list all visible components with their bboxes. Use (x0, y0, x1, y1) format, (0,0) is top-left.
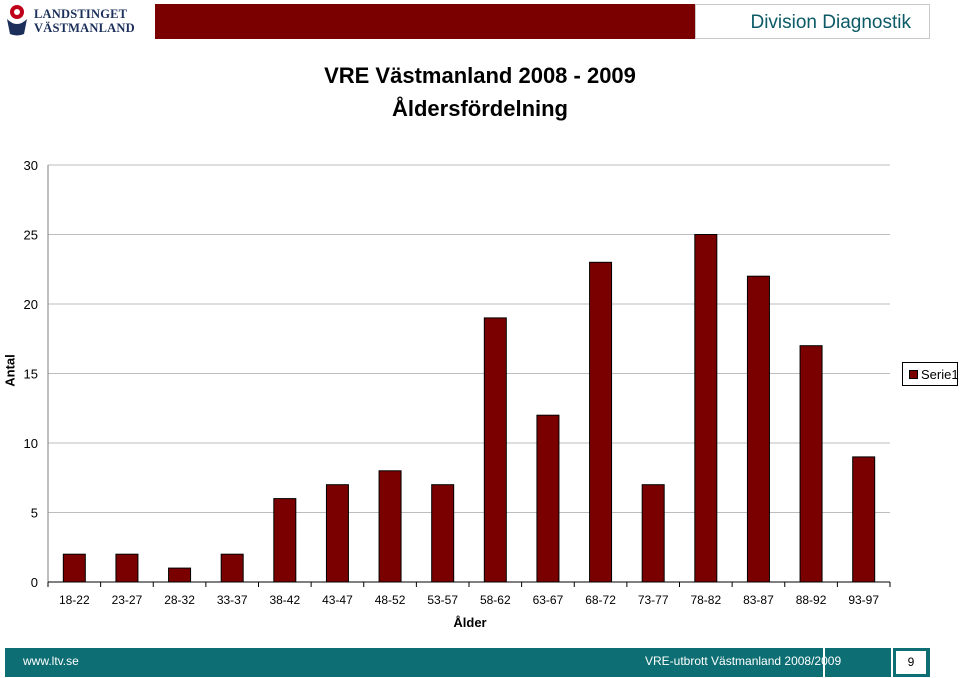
legend-label: Serie1 (921, 367, 959, 382)
bar (378, 470, 402, 583)
bar (62, 553, 86, 583)
x-tick-label: 93-97 (848, 593, 879, 607)
y-tick-label: 30 (24, 158, 38, 173)
bar (852, 456, 876, 583)
bar (694, 234, 718, 583)
header-brand-box: Division Diagnostik (695, 4, 930, 39)
x-tick-label: 43-47 (322, 593, 353, 607)
x-tick-label: 58-62 (480, 593, 511, 607)
chart-legend: Serie1 (902, 362, 959, 386)
x-tick-label: 78-82 (690, 593, 721, 607)
x-tick-label: 63-67 (533, 593, 564, 607)
legend-swatch (909, 370, 918, 379)
bar (431, 484, 455, 583)
y-axis-label: Antal (2, 354, 18, 387)
x-tick-label: 38-42 (269, 593, 300, 607)
y-tick-label: 10 (24, 436, 38, 451)
chart-title-line2: Åldersfördelning (391, 96, 568, 121)
x-tick-label: 83-87 (743, 593, 774, 607)
bar (536, 414, 560, 583)
bar (641, 484, 665, 583)
bar (589, 261, 613, 583)
bar (799, 345, 823, 583)
bar (115, 553, 139, 583)
landstinget-logo: LANDSTINGET VÄSTMANLAND (2, 3, 142, 39)
x-tick-label: 88-92 (796, 593, 827, 607)
footer-divider (891, 648, 893, 677)
logo-emblem-icon (7, 5, 27, 36)
footer-divider (823, 648, 825, 677)
y-tick-label: 20 (24, 297, 38, 312)
x-tick-label: 33-37 (217, 593, 248, 607)
chart-title-line1: VRE Västmanland 2008 - 2009 (324, 63, 636, 88)
bar-chart: 0 5 10 15 20 25 30 18-22 23-27 28-32 33-37 38-42 43-… (24, 158, 891, 607)
x-tick-label: 68-72 (585, 593, 616, 607)
y-tick-label: 25 (24, 228, 38, 243)
bar (168, 567, 192, 583)
y-tick-label: 0 (31, 575, 38, 590)
bar (273, 498, 297, 583)
x-tick-label: 48-52 (375, 593, 406, 607)
footer: www.ltv.se VRE-utbrott Västmanland 2008/… (0, 648, 960, 678)
bar (325, 484, 349, 583)
bar (746, 275, 770, 583)
x-axis-label: Ålder (453, 615, 487, 630)
logo-line1: LANDSTINGET (34, 7, 128, 21)
x-tick-label: 18-22 (59, 593, 90, 607)
bar (220, 553, 244, 583)
footer-citation: VRE-utbrott Västmanland 2008/2009 (645, 654, 842, 668)
x-tick-label: 28-32 (164, 593, 195, 607)
logo-line2: VÄSTMANLAND (34, 21, 135, 35)
footer-url-link[interactable]: www.ltv.se (23, 654, 79, 668)
x-tick-label: 53-57 (427, 593, 458, 607)
x-tick-label: 23-27 (112, 593, 143, 607)
y-tick-label: 15 (24, 367, 38, 382)
division-brand: Division Diagnostik (750, 12, 911, 33)
page-number: 9 (895, 650, 927, 675)
footer-bar: www.ltv.se VRE-utbrott Västmanland 2008/… (5, 648, 930, 677)
bar (483, 317, 507, 583)
y-tick-label: 5 (31, 506, 38, 521)
header-bar: Division Diagnostik (155, 4, 930, 39)
x-tick-label: 73-77 (638, 593, 669, 607)
